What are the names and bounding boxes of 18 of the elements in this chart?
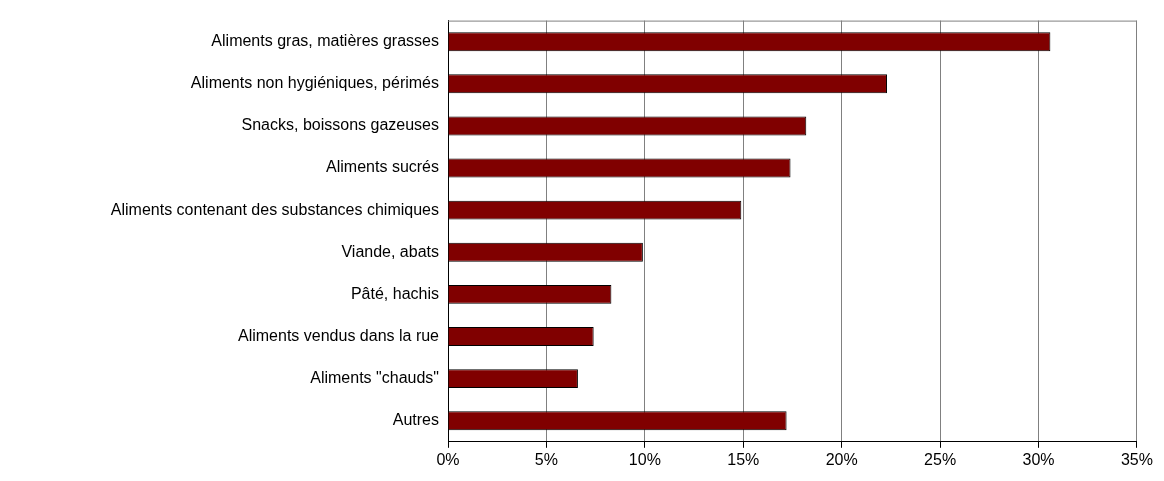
x-tick-label: 30% bbox=[1022, 450, 1055, 468]
x-tick-label: 35% bbox=[1120, 450, 1153, 468]
y-tick-label: Pâté, hachis bbox=[350, 284, 439, 302]
y-tick-label: Aliments contenant des substances chimiques bbox=[110, 200, 439, 218]
y-tick-label: Aliments sucrés bbox=[326, 158, 439, 176]
x-tick-label: 15% bbox=[727, 450, 760, 468]
y-tick-label: Aliments non hygiéniques, périmés bbox=[190, 74, 439, 92]
x-tick-label: 0% bbox=[436, 450, 460, 468]
y-tick-label: Viande, abats bbox=[341, 242, 439, 260]
x-tick-label: 5% bbox=[534, 450, 558, 468]
y-tick-label: Aliments "chauds" bbox=[310, 369, 439, 387]
y-tick-label: Aliments vendus dans la rue bbox=[238, 326, 440, 344]
x-tick-label: 20% bbox=[825, 450, 858, 468]
x-tick-label: 10% bbox=[628, 450, 661, 468]
y-tick-label: Autres bbox=[392, 411, 439, 429]
x-tick-label: 25% bbox=[924, 450, 957, 468]
y-tick-label: Aliments gras, matières grasses bbox=[211, 32, 439, 50]
y-tick-label: Snacks, boissons gazeuses bbox=[241, 116, 439, 134]
